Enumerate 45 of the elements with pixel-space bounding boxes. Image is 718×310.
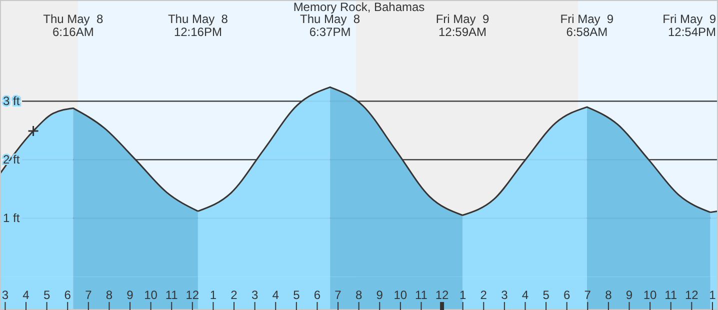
x-tick-label: 1 xyxy=(459,288,466,302)
x-tick-label: 12 xyxy=(186,288,200,302)
annotation: Thu May 8 6:37PM xyxy=(300,12,360,39)
x-tick-label: 3 xyxy=(2,288,9,302)
x-tick-label: 9 xyxy=(626,288,633,302)
x-tick-label: 5 xyxy=(43,288,50,302)
y-tick-label: 2 ft xyxy=(3,152,20,167)
x-tick-label: 9 xyxy=(126,288,134,302)
x-tick-label: 7 xyxy=(85,288,92,302)
chart-title: Memory Rock, Bahamas xyxy=(293,0,425,14)
x-tick-label: 5 xyxy=(542,288,550,302)
x-tick-label: 11 xyxy=(414,288,428,302)
x-tick-label: 6 xyxy=(64,288,72,302)
x-tick-label: 11 xyxy=(165,288,178,302)
x-tick-label: 11 xyxy=(664,288,678,302)
x-tick-label: 8 xyxy=(605,288,612,302)
x-tick-label: 12 xyxy=(435,288,450,302)
y-tick-label: 3 ft xyxy=(3,94,20,108)
x-tick-label: 2 xyxy=(480,288,488,302)
x-tick-label: 8 xyxy=(106,288,113,302)
x-tick-label: 1 xyxy=(709,288,716,302)
x-tick-label: 9 xyxy=(376,288,384,302)
x-tick-label: 4 xyxy=(522,288,529,302)
x-tick-label: 1 xyxy=(210,288,217,302)
x-tick-label: 7 xyxy=(584,288,592,302)
x-tick-label: 10 xyxy=(144,288,158,302)
annotation: Thu May 8 12:16PM xyxy=(168,12,228,39)
annotation: Thu May 8 6:16AM xyxy=(43,12,104,39)
x-tick-label: 10 xyxy=(394,288,408,302)
x-tick-label: 2 xyxy=(230,288,238,302)
x-tick-label: 4 xyxy=(272,288,280,302)
annotation: Fri May 9 12:59AM xyxy=(436,12,490,39)
x-tick-label: 7 xyxy=(334,288,342,302)
x-tick-label: 6 xyxy=(314,288,321,302)
annotation: Fri May 9 12:54PM xyxy=(662,12,716,39)
x-tick-label: 4 xyxy=(22,288,30,302)
x-tick-label: 3 xyxy=(501,288,508,302)
y-tick-label: 1 ft xyxy=(3,211,20,226)
x-tick-label: 3 xyxy=(251,288,258,302)
x-tick-label: 6 xyxy=(564,288,570,302)
x-tick-label: 10 xyxy=(643,288,658,302)
x-tick-label: 8 xyxy=(355,288,362,302)
annotation: Fri May 9 6:58AM xyxy=(560,12,614,39)
x-tick-label: 5 xyxy=(293,288,300,302)
x-tick-label: 12 xyxy=(684,288,699,302)
